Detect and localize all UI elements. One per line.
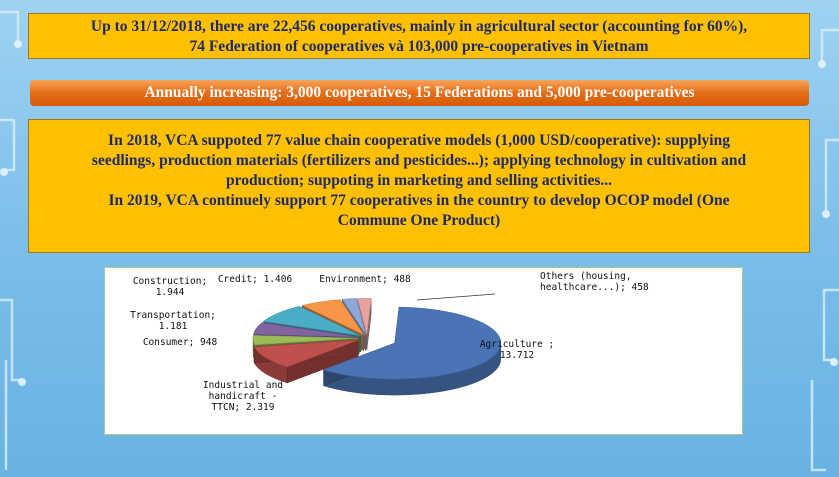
pie-chart-svg: Agriculture ; 13.712 Industrial and handicr… bbox=[130, 271, 649, 413]
pie-slice bbox=[253, 339, 359, 368]
pie-slice bbox=[322, 306, 502, 380]
slice-label: Credit; 1.406 bbox=[218, 274, 293, 285]
slice-label: Industrial and handicraft -TTCN; 2.319 bbox=[203, 380, 283, 413]
slice-label: Construction; 1.944 bbox=[133, 276, 207, 298]
slice-label-line: Construction; bbox=[133, 276, 207, 287]
slice-label-line: healthcare...); 458 bbox=[540, 282, 649, 293]
slice-label-line: 1.944 bbox=[156, 287, 185, 298]
pie-slice bbox=[341, 298, 367, 335]
annual-increase-banner: Annually increasing: 3,000 cooperatives,… bbox=[30, 80, 809, 106]
vca-line-1: In 2018, VCA suppoted 77 value chain coo… bbox=[108, 132, 730, 149]
pie-slice bbox=[262, 306, 361, 337]
slice-label-line: Transportation; bbox=[130, 310, 216, 321]
slice-label-line: Industrial and bbox=[203, 380, 283, 391]
leader-line bbox=[416, 293, 496, 301]
slice-label-line: 1.181 bbox=[159, 321, 188, 332]
slice-label-line: handicraft - bbox=[209, 391, 278, 402]
slice-label-line: Consumer; 948 bbox=[143, 337, 218, 348]
slice-label-line: Environment; 488 bbox=[319, 274, 411, 285]
cooperatives-pie-chart: Agriculture ; 13.712 Industrial and handicr… bbox=[104, 267, 743, 435]
vca-line-4: In 2019, VCA continuely support 77 coope… bbox=[108, 192, 730, 209]
annual-increase-text: Annually increasing: 3,000 cooperatives,… bbox=[144, 84, 695, 101]
pie-slice bbox=[301, 299, 365, 336]
slice-label-line: 13.712 bbox=[500, 350, 534, 361]
slice-label: Others (housing, healthcare...); 458 bbox=[540, 271, 649, 293]
vca-line-2: seedlings, production materials (fertili… bbox=[91, 152, 747, 169]
pie-slice bbox=[252, 335, 360, 346]
pie-slice bbox=[357, 298, 372, 335]
summary-line-1: Up to 31/12/2018, there are 22,456 coope… bbox=[90, 18, 748, 35]
vca-line-5: Commune One Product) bbox=[337, 212, 501, 229]
slice-label: Environment; 488 bbox=[319, 274, 411, 285]
slice-label-line: Others (housing, bbox=[540, 271, 632, 282]
slice-label: Transportation; 1.181 bbox=[130, 310, 216, 332]
pie-slice bbox=[253, 322, 360, 338]
vca-support-box: In 2018, VCA suppoted 77 value chain coo… bbox=[28, 119, 810, 253]
slice-label-line: Credit; 1.406 bbox=[218, 274, 293, 285]
slice-label: Consumer; 948 bbox=[143, 337, 218, 348]
slice-label-line: TTCN; 2.319 bbox=[212, 402, 275, 413]
summary-box: Up to 31/12/2018, there are 22,456 coope… bbox=[28, 13, 810, 59]
slice-label-line: Agriculture ; bbox=[480, 339, 554, 350]
slice-label: Agriculture ; 13.712 bbox=[480, 339, 554, 361]
summary-line-2: 74 Federation of cooperatives và 103,000… bbox=[189, 38, 649, 55]
vca-line-3: production; suppoting in marketing and s… bbox=[226, 172, 612, 189]
